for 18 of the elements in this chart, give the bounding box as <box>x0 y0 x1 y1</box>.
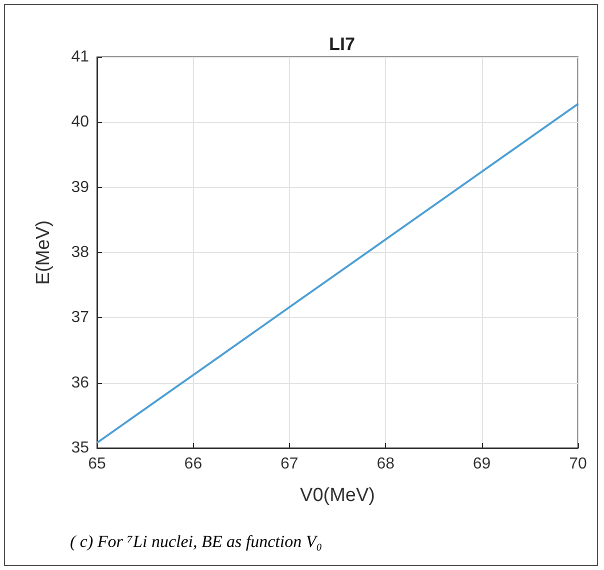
y-tick-label: 39 <box>71 178 90 196</box>
x-tick-label: 68 <box>376 456 395 472</box>
x-tick-label: 65 <box>88 456 106 472</box>
y-tick-label: 41 <box>71 48 90 66</box>
x-axis-title: V0(MeV) <box>300 485 375 506</box>
y-axis-title: E(MeV) <box>33 220 54 285</box>
x-tick-label: 66 <box>184 456 202 472</box>
y-tick-label: 35 <box>71 440 90 456</box>
y-tick-label: 40 <box>71 114 90 131</box>
y-tick-label: 36 <box>71 374 90 392</box>
x-tick-label: 67 <box>280 456 298 472</box>
y-tick-label: 38 <box>71 244 90 261</box>
chart-title: LI7 <box>328 34 356 54</box>
line-series <box>96 102 579 444</box>
x-tick-label: 70 <box>569 456 587 472</box>
y-tick-label: 37 <box>71 309 90 326</box>
text: ( c) For ⁷Li nuclei, BE as function V₀ <box>70 532 322 552</box>
x-tick-label: 69 <box>472 456 491 472</box>
